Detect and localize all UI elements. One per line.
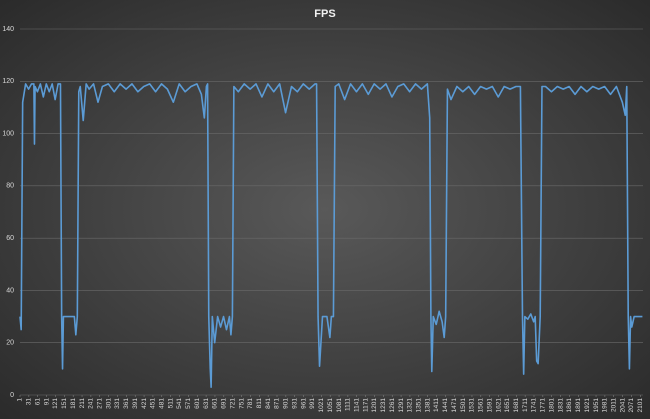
x-tick-label: 391 <box>132 398 139 409</box>
fps-line <box>19 83 643 388</box>
x-tick-label: 271 <box>96 398 103 409</box>
x-tick-label: 481 <box>159 398 166 409</box>
x-tick-label: 241 <box>88 398 95 409</box>
x-tick-label: 1561 <box>478 398 485 413</box>
x-tick-label: 1801 <box>548 398 555 413</box>
x-tick-label: 1441 <box>442 398 449 413</box>
x-tick-label: 91 <box>43 398 50 406</box>
x-tick-label: 1021 <box>318 398 325 413</box>
x-tick-label: 1111 <box>345 398 352 411</box>
x-tick-label: 1651 <box>504 398 511 413</box>
x-tick-label: 661 <box>212 398 219 409</box>
x-tick-label: 1411 <box>433 398 440 412</box>
x-tick-label: 1831 <box>557 398 564 413</box>
x-tick-label: 2101 <box>637 398 644 413</box>
x-tick-label: 2041 <box>619 398 626 413</box>
x-tick-label: 301 <box>105 398 112 409</box>
x-tick-label: 1741 <box>531 398 538 413</box>
x-tick-label: 1081 <box>336 398 343 413</box>
x-tick-label: 1981 <box>602 398 609 413</box>
x-tick-label: 1231 <box>380 398 387 413</box>
x-tick-label: 1531 <box>469 398 476 413</box>
x-tick-label: 1711 <box>522 398 529 412</box>
x-tick-label: 61 <box>34 398 41 406</box>
y-tick-label: 80 <box>6 183 14 190</box>
x-tick-label: 1921 <box>584 398 591 413</box>
x-tick-label: 1591 <box>486 398 493 413</box>
x-tick-label: 811 <box>256 398 263 409</box>
x-tick-label: 931 <box>291 398 298 409</box>
x-tick-label: 871 <box>274 398 281 409</box>
x-tick-label: 781 <box>247 398 254 409</box>
x-tick-label: 1201 <box>371 398 378 413</box>
x-tick-label: 1351 <box>416 398 423 413</box>
x-tick-label: 331 <box>114 398 121 409</box>
y-tick-label: 60 <box>6 235 14 242</box>
y-tick-label: 0 <box>10 392 14 399</box>
x-tick-label: 181 <box>70 398 77 409</box>
y-tick-label: 140 <box>2 26 14 33</box>
x-tick-label: 511 <box>167 398 174 409</box>
x-tick-label: 961 <box>300 398 307 409</box>
x-tick-label: 751 <box>238 398 245 409</box>
y-tick-label: 100 <box>2 130 14 137</box>
x-tick-label: 1861 <box>566 398 573 413</box>
x-tick-label: 1501 <box>460 398 467 413</box>
y-tick-label: 40 <box>6 287 14 294</box>
x-tick-label: 421 <box>141 398 148 409</box>
x-tick-label: 451 <box>150 398 157 409</box>
x-tick-label: 151 <box>61 398 68 409</box>
y-tick-label: 20 <box>6 340 14 347</box>
x-tick-label: 2071 <box>628 398 635 413</box>
x-tick-label: 1771 <box>540 398 547 413</box>
x-tick-label: 361 <box>123 398 130 409</box>
x-tick-label: 631 <box>203 398 210 409</box>
x-tick-label: 1621 <box>495 398 502 413</box>
x-tick-label: 721 <box>229 398 236 409</box>
x-tick-label: 991 <box>309 398 316 409</box>
chart-title: FPS <box>314 8 335 20</box>
x-tick-label: 691 <box>221 398 228 409</box>
x-tick-label: 841 <box>265 398 272 409</box>
x-tick-label: 1321 <box>407 398 414 413</box>
x-tick-label: 1681 <box>513 398 520 413</box>
x-tick-label: 121 <box>52 398 59 409</box>
x-tick-label: 1951 <box>593 398 600 413</box>
x-tick-label: 1891 <box>575 398 582 413</box>
y-tick-label: 120 <box>2 78 14 85</box>
x-tick-label: 541 <box>176 398 183 409</box>
x-tick-label: 901 <box>283 398 290 409</box>
x-tick-label: 211 <box>79 398 86 409</box>
x-tick-label: 601 <box>194 398 201 409</box>
x-tick-label: 1171 <box>362 398 369 412</box>
x-tick-label: 1381 <box>424 398 431 413</box>
x-tick-label: 1291 <box>398 398 405 413</box>
x-tick-label: 31 <box>26 398 33 406</box>
x-tick-label: 1471 <box>451 398 458 413</box>
x-tick-label: 1 <box>17 398 24 402</box>
x-tick-label: 571 <box>185 398 192 409</box>
x-tick-label: 1261 <box>389 398 396 413</box>
x-tick-label: 2011 <box>610 398 617 412</box>
x-tick-label: 1141 <box>353 398 360 412</box>
x-tick-label: 1051 <box>327 398 334 413</box>
